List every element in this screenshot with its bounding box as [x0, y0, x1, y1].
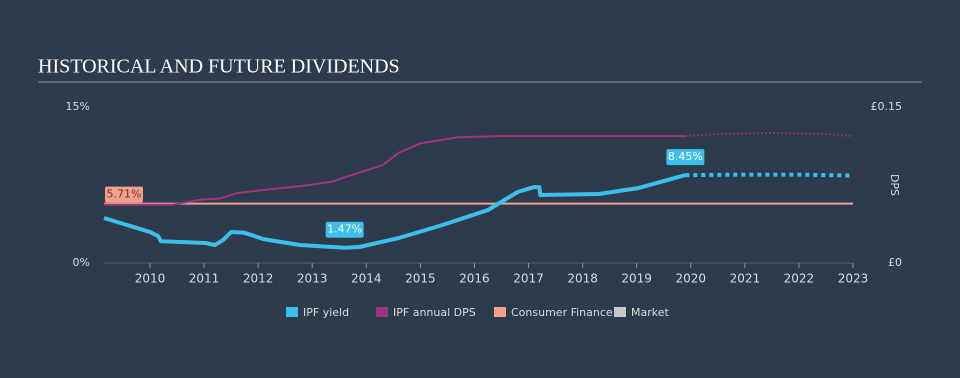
- chart-title: HISTORICAL AND FUTURE DIVIDENDS: [38, 56, 400, 78]
- legend-label: Consumer Finance: [511, 306, 613, 319]
- legend-label: IPF yield: [303, 306, 349, 319]
- x-tick-label: 2015: [405, 272, 436, 286]
- legend-label: Market: [631, 306, 669, 319]
- series-line: [104, 135, 686, 206]
- y2-tick-label: £0.15: [871, 100, 903, 113]
- legend-swatch: [614, 307, 626, 317]
- x-tick-label: 2021: [730, 272, 761, 286]
- legend-swatch: [376, 307, 388, 317]
- x-tick-label: 2014: [351, 272, 382, 286]
- data-label-bg: [666, 149, 705, 166]
- data-label: 5.71%: [107, 188, 142, 201]
- data-label-bg: [325, 221, 364, 238]
- legend-label: IPF annual DPS: [393, 306, 476, 319]
- x-tick-label: 2012: [243, 272, 274, 286]
- x-tick-label: 2010: [135, 272, 166, 286]
- y2-axis-label: DPS: [888, 174, 901, 196]
- x-tick-label: 2018: [567, 272, 598, 286]
- x-tick-label: 2016: [459, 272, 490, 286]
- legend-swatch: [494, 307, 506, 317]
- x-tick-label: 2017: [513, 272, 544, 286]
- data-label: 1.47%: [327, 223, 362, 236]
- data-label-bg: [105, 186, 143, 203]
- legend-swatch: [286, 307, 298, 317]
- y2-tick-label: £0: [888, 256, 902, 269]
- x-tick-label: 2020: [675, 272, 706, 286]
- data-label: 8.45%: [668, 150, 703, 163]
- x-tick-label: 2022: [784, 272, 815, 286]
- x-tick-label: 2019: [621, 272, 652, 286]
- y-tick-label: 0%: [73, 256, 90, 269]
- x-tick-label: 2011: [189, 272, 220, 286]
- x-tick-label: 2013: [297, 272, 328, 286]
- y-tick-label: 15%: [66, 100, 90, 113]
- series-line: [103, 173, 686, 250]
- x-tick-label: 2023: [838, 272, 869, 286]
- forecast-line: [685, 172, 854, 178]
